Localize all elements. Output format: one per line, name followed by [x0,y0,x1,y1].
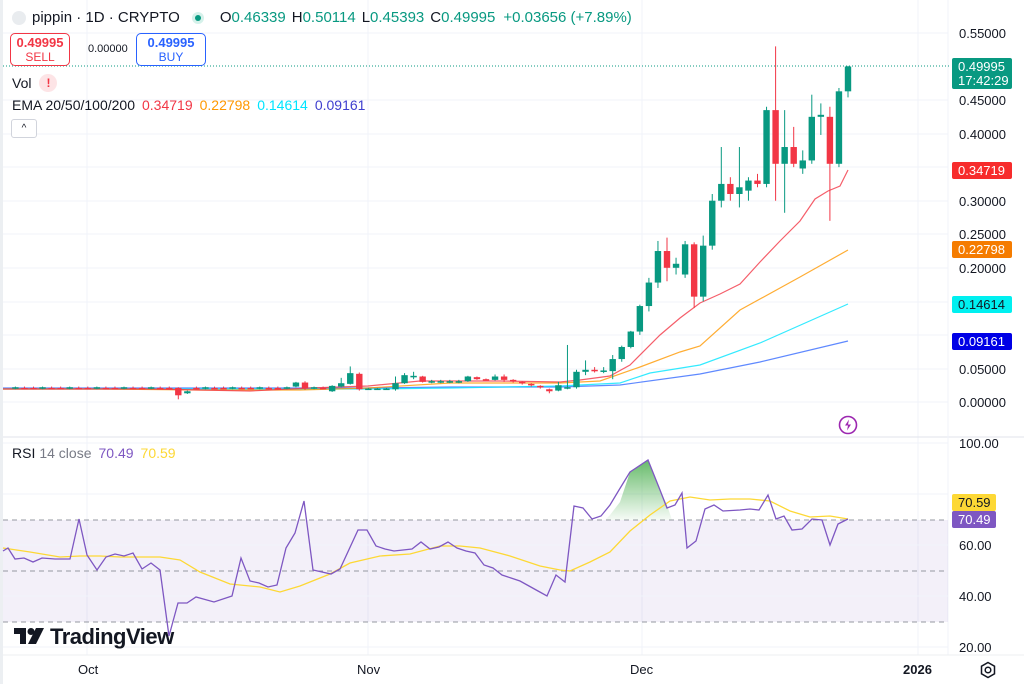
rsi-tag: 70.49 [952,511,996,528]
rsi-params: 14 close [39,445,92,461]
spread-value: 0.00000 [88,43,128,55]
lightning-icon[interactable] [838,415,858,435]
price-change: +0.03656 (+7.89%) [503,9,632,26]
last-price-value: 0.49995 [958,59,1005,74]
time-label-2026: 2026 [903,662,932,677]
buy-price: 0.49995 [147,35,195,50]
rsi-tick: 40.00 [959,589,992,604]
ema200-value: 0.09161 [314,97,366,113]
time-label-dec: Dec [630,662,654,677]
ema100-line [3,303,849,390]
sell-label: SELL [25,50,55,64]
sell-price: 0.49995 [16,35,64,50]
buy-button[interactable]: 0.49995 BUY [136,33,206,66]
chevron-up-icon: ^ [21,123,27,134]
ema200-price-tag: 0.09161 [952,333,1012,350]
ema50-value: 0.22798 [199,97,251,113]
symbol-title[interactable]: pippin · 1D · CRYPTO [32,9,180,26]
rsi-overbought-fill [605,460,672,520]
high-label: H [291,9,303,26]
close-label: C [430,9,442,26]
tradingview-logo-icon [14,628,44,644]
price-tick: 0.45000 [959,93,1006,108]
ema20-price-tag: 0.34719 [952,162,1012,179]
last-price-tag: 0.49995 17:42:29 [952,58,1012,89]
price-tick: 0.20000 [959,261,1006,276]
sell-button[interactable]: 0.49995 SELL [10,33,70,66]
time-label-oct: Oct [78,662,99,677]
volume-legend[interactable]: Vol ! [12,74,58,92]
price-tick: 0.30000 [959,194,1006,209]
buy-label: BUY [158,50,184,64]
high-value: 0.50114 [302,9,356,26]
collapse-legend-button[interactable]: ^ [11,119,37,138]
low-label: L [361,9,371,26]
rsi-ma-tag: 70.59 [952,494,996,511]
symbol-legend[interactable]: pippin · 1D · CRYPTO O 0.46339 H 0.50114 L… [12,9,632,26]
symbol-logo-icon [12,10,26,25]
price-tick: 0.40000 [959,127,1006,142]
rsi-legend[interactable]: RSI 14 close 70.49 70.59 [12,445,176,461]
rsi-tick: 20.00 [959,640,992,655]
rsi-ma-value: 70.59 [140,445,176,461]
open-value: 0.46339 [231,9,286,26]
price-tick: 0.55000 [959,26,1006,41]
volume-label: Vol [12,75,32,91]
close-value: 0.49995 [441,9,496,26]
ema-legend[interactable]: EMA 20/50/100/200 0.34719 0.22798 0.1461… [12,97,365,113]
ema100-value: 0.14614 [257,97,308,113]
ema-label: EMA 20/50/100/200 [12,97,135,113]
ema20-value: 0.34719 [142,97,193,113]
price-tick: 0.05000 [959,362,1006,377]
tradingview-logo-text: TradingView [50,624,174,649]
price-tick: 0.00000 [959,395,1006,410]
candlestick-series [12,46,852,400]
time-label-nov: Nov [357,662,381,677]
rsi-tick: 100.00 [959,436,999,451]
ema50-price-tag: 0.22798 [952,241,1012,258]
rsi-ma-line [2,496,849,593]
rsi-grid [3,442,948,648]
rsi-value: 70.49 [98,445,134,461]
ema100-price-tag: 0.14614 [952,296,1012,313]
market-open-status-icon [191,11,204,24]
price-tick: 0.25000 [959,227,1006,242]
rsi-line [2,459,849,637]
rsi-label: RSI [12,445,36,461]
rsi-tick: 60.00 [959,538,992,553]
bar-countdown: 17:42:29 [958,73,1009,88]
low-value: 0.45393 [370,9,425,26]
open-label: O [219,9,232,26]
chart-settings-icon[interactable] [979,661,997,679]
warning-icon[interactable]: ! [39,74,58,92]
ema20-line [3,169,849,392]
tradingview-logo[interactable]: TradingView [14,624,174,650]
